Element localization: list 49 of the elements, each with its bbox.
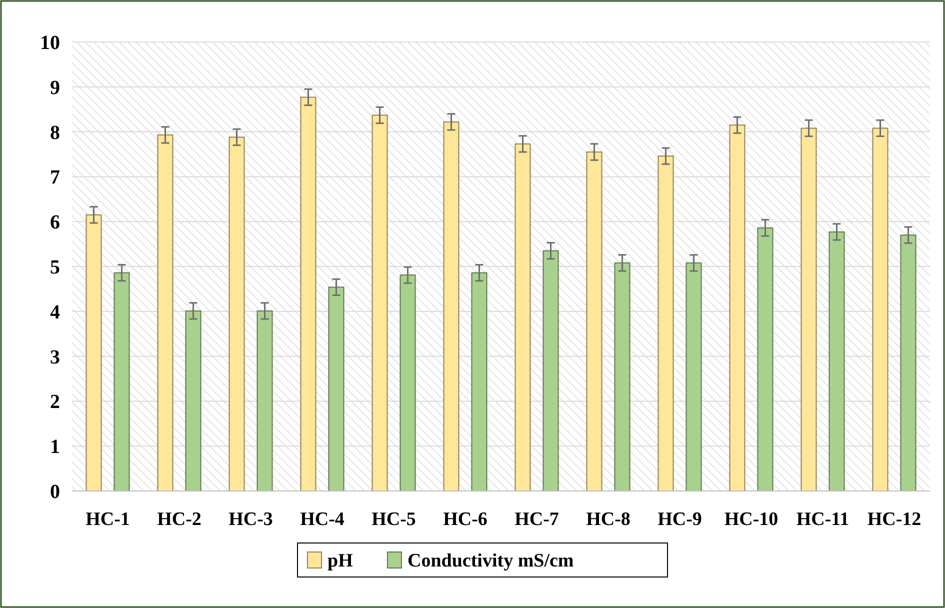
bar: [443, 121, 460, 492]
y-tick-label: 3: [50, 346, 60, 368]
bar: [658, 156, 674, 492]
bar: [372, 114, 388, 492]
x-tick-label: HC-1: [86, 509, 130, 530]
x-tick-label: HC-4: [300, 509, 345, 530]
y-tick-label: 9: [50, 76, 60, 99]
x-tick-label: HC-11: [796, 509, 850, 530]
bar: [828, 231, 845, 492]
bar: [800, 128, 817, 492]
bar: [586, 152, 602, 492]
x-tick-label: HC-7: [514, 509, 560, 530]
x-tick-label: HC-9: [658, 509, 702, 530]
bar: [872, 128, 888, 492]
x-tick-label: HC-5: [372, 509, 416, 530]
y-tick-label: 4: [50, 301, 60, 324]
bar: [614, 262, 630, 492]
y-tick-label: 5: [50, 256, 60, 278]
bar: [185, 310, 202, 492]
legend-label: pH: [328, 550, 354, 572]
bar: [300, 96, 316, 492]
y-tick-label: 8: [50, 122, 60, 144]
y-tick-label: 1: [50, 436, 60, 458]
bar: [514, 143, 531, 492]
y-tick-label: 2: [50, 391, 60, 414]
bar: [471, 272, 488, 492]
bar: [729, 124, 746, 492]
x-tick-label: HC-3: [228, 509, 273, 530]
bar: [256, 310, 273, 492]
bar: [686, 262, 702, 492]
bar: [900, 234, 916, 492]
legend-label: Conductivity mS/cm: [408, 550, 574, 572]
bar: [157, 134, 174, 492]
bar: [114, 272, 130, 492]
bar: [400, 274, 416, 492]
y-tick-label: 10: [40, 32, 60, 54]
x-tick-label: HC-6: [443, 509, 488, 530]
x-tick-label: HC-2: [157, 509, 202, 530]
y-tick-label: 7: [50, 166, 60, 189]
bar: [228, 136, 245, 492]
x-tick-label: HC-10: [724, 509, 778, 530]
bar: [757, 227, 774, 492]
y-tick-label: 0: [50, 481, 60, 503]
y-tick-label: 6: [50, 212, 60, 234]
bar: [328, 286, 344, 492]
x-tick-label: HC-12: [867, 509, 922, 530]
bar: [86, 214, 102, 492]
x-tick-label: HC-8: [586, 509, 630, 530]
bar: [542, 250, 559, 492]
